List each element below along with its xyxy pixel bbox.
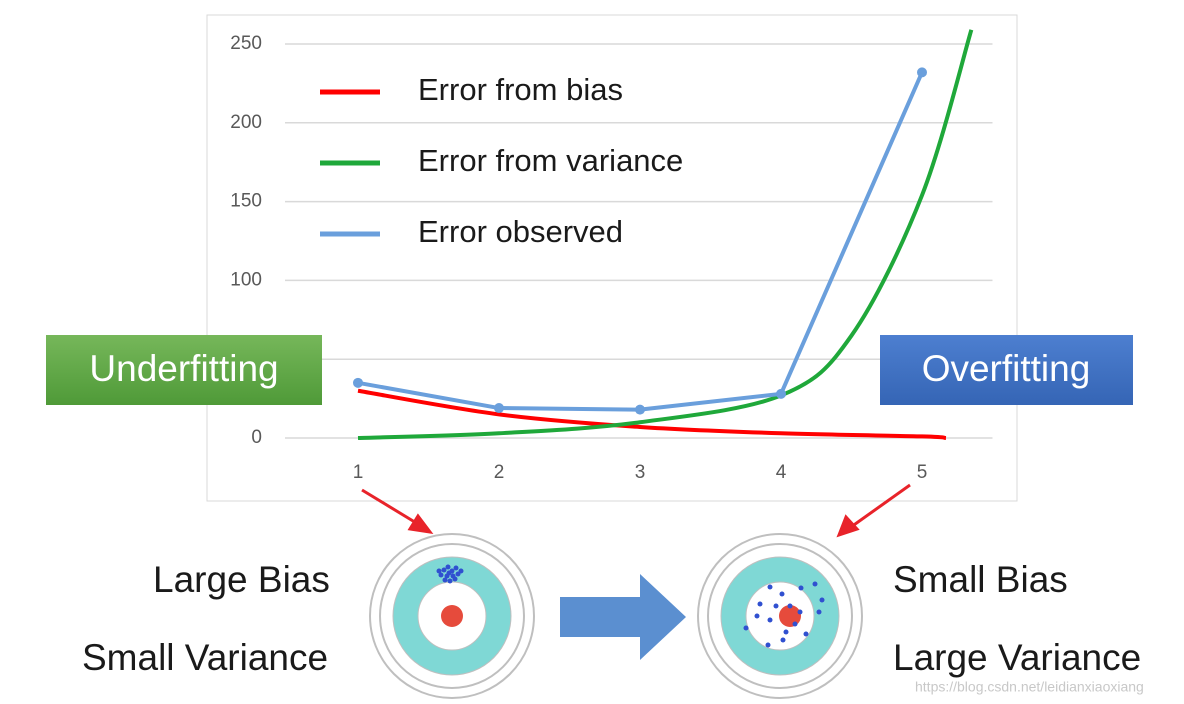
hit-dot bbox=[812, 581, 818, 587]
x-tick-label: 1 bbox=[353, 462, 364, 483]
overfitting-label: Overfitting bbox=[922, 348, 1091, 389]
legend-label: Error observed bbox=[418, 214, 623, 249]
chart-frame bbox=[206, 14, 1018, 502]
x-tick-label: 5 bbox=[917, 462, 928, 483]
hit-dot bbox=[452, 576, 458, 582]
x-tick-label: 4 bbox=[776, 462, 787, 483]
hit-dot bbox=[787, 603, 793, 609]
hit-dot bbox=[779, 591, 785, 597]
pointer-arrows bbox=[361, 483, 911, 538]
point bbox=[494, 403, 504, 414]
plot: 05010015020025012345Error from biasError… bbox=[230, 29, 993, 483]
point bbox=[917, 67, 927, 78]
target-variance: Large Variance bbox=[893, 637, 1141, 678]
target-right bbox=[697, 533, 863, 699]
target-bias: Large Bias bbox=[153, 559, 330, 600]
arrow-left bbox=[361, 488, 419, 526]
hit-dot bbox=[798, 585, 804, 591]
transition-arrow bbox=[560, 574, 686, 660]
hit-dot bbox=[803, 631, 809, 637]
target-variance: Small Variance bbox=[82, 637, 328, 678]
hit-dot bbox=[797, 609, 803, 615]
target-left bbox=[369, 533, 535, 699]
hit-dot bbox=[446, 570, 452, 576]
y-tick-label: 250 bbox=[230, 33, 262, 54]
hit-dot bbox=[436, 568, 442, 574]
hit-dot bbox=[757, 601, 763, 607]
hit-dot bbox=[438, 572, 444, 578]
series-line bbox=[357, 388, 947, 440]
legend-label: Error from variance bbox=[418, 143, 683, 178]
hit-dot bbox=[767, 584, 773, 590]
hit-dot bbox=[783, 629, 789, 635]
arrow-head bbox=[836, 514, 860, 538]
hit-dot bbox=[819, 597, 825, 603]
target-bias: Small Bias bbox=[893, 559, 1068, 600]
hit-dot bbox=[441, 567, 447, 573]
y-tick-label: 0 bbox=[251, 427, 262, 448]
legend-label: Error from bias bbox=[418, 72, 623, 107]
underfitting-label: Underfitting bbox=[89, 348, 278, 389]
watermark: https://blog.csdn.net/leidianxiaoxiang bbox=[915, 679, 1144, 695]
x-tick-label: 3 bbox=[635, 462, 646, 483]
hit-dot bbox=[754, 613, 760, 619]
overfitting-box bbox=[880, 335, 1133, 405]
hit-dot bbox=[743, 625, 749, 631]
y-tick-label: 150 bbox=[230, 191, 262, 212]
hit-dot bbox=[445, 564, 451, 570]
point bbox=[353, 377, 363, 388]
hit-dot bbox=[767, 617, 773, 623]
hit-dot bbox=[792, 621, 798, 627]
hit-dot bbox=[780, 637, 786, 643]
underfitting-box bbox=[46, 335, 322, 405]
y-tick-label: 200 bbox=[230, 112, 262, 133]
x-tick-label: 2 bbox=[494, 462, 505, 483]
hit-dot bbox=[453, 565, 459, 571]
arrow-right bbox=[850, 483, 911, 529]
arrow-head bbox=[407, 513, 434, 535]
y-tick-label: 100 bbox=[230, 269, 262, 290]
hit-dot bbox=[458, 568, 464, 574]
hit-dot bbox=[442, 577, 448, 583]
point bbox=[776, 388, 786, 399]
hit-dot bbox=[773, 603, 779, 609]
hit-dot bbox=[816, 609, 822, 615]
point bbox=[635, 404, 645, 415]
hit-dot bbox=[765, 642, 771, 648]
hit-dot bbox=[447, 578, 453, 584]
